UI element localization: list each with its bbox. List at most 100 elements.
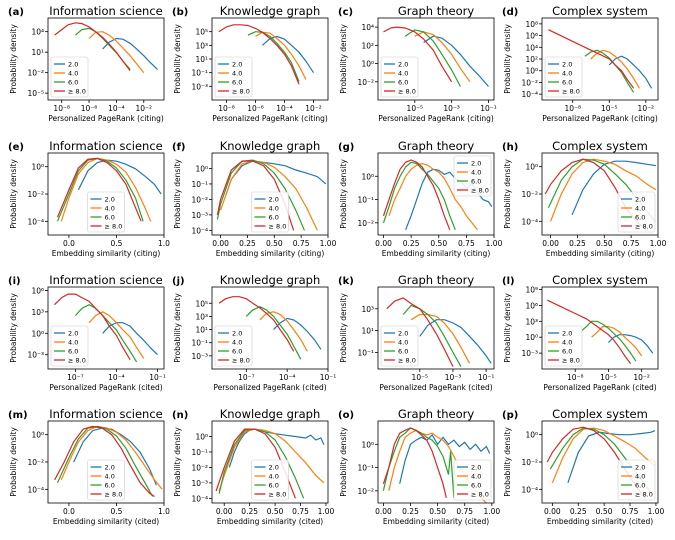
legend-label: ≥ 8.0 [635,491,653,499]
panel-title: Knowledge graph [220,139,321,153]
panel-label: (a) [8,7,24,18]
panel-title: Complex system [552,273,648,287]
legend-label: 4.0 [562,70,572,78]
y-tick-label: 10⁻⁴ [521,485,538,494]
x-axis-label: Personalized PageRank (cited) [213,383,326,392]
y-axis-label: Probability density [9,24,18,94]
y-tick-label: 10⁰ [361,172,374,181]
y-tick-label: 10⁻⁵ [27,89,44,98]
x-tick-label: 10⁻⁴ [276,104,293,113]
x-axis-label: Embedding similarity (citing) [546,249,655,258]
x-tick-label: 0.50 [596,507,613,516]
series-line [382,427,447,498]
legend-label: 6.0 [269,214,279,222]
y-axis-label: Probability density [173,159,182,229]
legend-label: 2.0 [105,196,115,204]
panel-title: Information science [49,4,163,18]
y-tick-label: 10⁻³ [191,211,208,220]
legend: 2.04.06.0≥ 8.0 [214,56,253,98]
series-line [584,49,635,93]
series-line [56,157,142,222]
y-tick-label: 10⁶ [525,32,538,41]
legend-label: 4.0 [105,205,115,213]
series-line [607,334,654,354]
panel-title: Complex system [552,139,648,153]
series-line [547,299,632,365]
x-tick-label: 0.75 [456,507,473,516]
legend-label: ≥ 8.0 [562,357,580,365]
y-tick-label: 10¹ [361,327,374,336]
y-tick-label: 10⁻² [521,78,538,87]
legend: 2.04.06.0≥ 8.0 [617,191,656,233]
y-tick-label: 10⁻¹ [191,448,208,457]
x-tick-label: 1.00 [483,507,500,516]
legend: 2.04.06.0≥ 8.0 [87,191,125,233]
y-tick-label: 10⁵ [195,28,208,37]
panel-label: (d) [502,7,518,18]
legend: 2.04.06.0≥ 8.0 [214,325,253,367]
y-tick-label: 10⁰ [525,333,538,342]
legend-label: ≥ 8.0 [269,491,287,499]
legend-label: 6.0 [232,79,242,87]
legend-label: 4.0 [105,473,115,481]
x-tick-label: 10⁻³ [445,373,462,382]
legend: 2.04.06.0≥ 8.0 [50,56,89,98]
legend: 2.04.06.0≥ 8.0 [453,155,492,197]
plot-frame [211,152,329,236]
panel-title: Graph theory [398,4,475,18]
legend-label: 2.0 [562,61,572,69]
series-line [261,35,315,74]
plot-frame [377,286,495,370]
legend: 2.04.06.0≥ 8.0 [251,191,289,233]
legend-label: 4.0 [398,339,408,347]
series-line [382,427,455,498]
x-tick-label: 10⁻⁵ [407,104,424,113]
panel-label: (f) [172,142,186,153]
legend-box [87,459,125,501]
legend-label: 4.0 [635,205,645,213]
x-tick-label: 1.00 [650,239,667,248]
legend-label: 4.0 [471,169,481,177]
series-line [54,22,131,71]
legend-box [50,56,89,98]
legend-label: ≥ 8.0 [105,491,123,499]
x-tick-label: 1.00 [318,507,335,516]
legend-box [214,325,253,367]
y-tick-label: 10⁻² [191,463,208,472]
y-axis-label: Probability density [173,293,182,363]
legend-label: 2.0 [398,61,408,69]
x-tick-label: 0.25 [239,239,256,248]
legend-label: 2.0 [471,464,481,472]
y-tick-label: 10³ [31,308,44,317]
y-tick-label: 10³ [195,312,208,321]
chart-panel: (i) Information science 10⁻⁷ 10⁻⁴ 10⁻¹ 10⁻³ 10… [8,273,166,392]
y-tick-label: 10⁻¹ [191,180,208,189]
x-tick-label: 0.75 [292,507,309,516]
y-tick-label: 10⁰ [31,163,44,172]
y-tick-label: 10³ [525,317,538,326]
y-tick-label: 10² [525,55,538,64]
panel-title: Information science [49,407,163,421]
chart-panel: (g) Graph theory 0.00 0.25 0.50 0.75 1.00 10⁻² 1… [338,139,503,258]
y-tick-label: 10⁻¹ [357,348,374,357]
plot-frame [377,152,495,236]
legend: 2.04.06.0≥ 8.0 [87,459,125,501]
x-tick-label: 10⁻² [136,104,153,113]
x-tick-label: 0.00 [542,239,559,248]
x-axis-label: Personalized PageRank (citing) [212,114,328,123]
x-axis-label: Personalized PageRank (cited) [543,383,656,392]
y-axis-label: Probability density [9,427,18,497]
y-tick-label: 10⁻¹ [357,464,374,473]
y-tick-label: 10⁹ [525,286,538,295]
panel-label: (n) [172,410,188,421]
x-tick-label: 10⁻⁶ [81,104,98,113]
panel-title: Knowledge graph [220,273,321,287]
legend-label: 4.0 [232,339,242,347]
legend-label: 2.0 [471,160,481,168]
panel-label: (o) [338,410,354,421]
x-tick-label: 0.00 [375,507,392,516]
legend-box [251,191,289,233]
series-line [404,29,461,87]
x-tick-label: 10⁻¹ [320,373,337,382]
